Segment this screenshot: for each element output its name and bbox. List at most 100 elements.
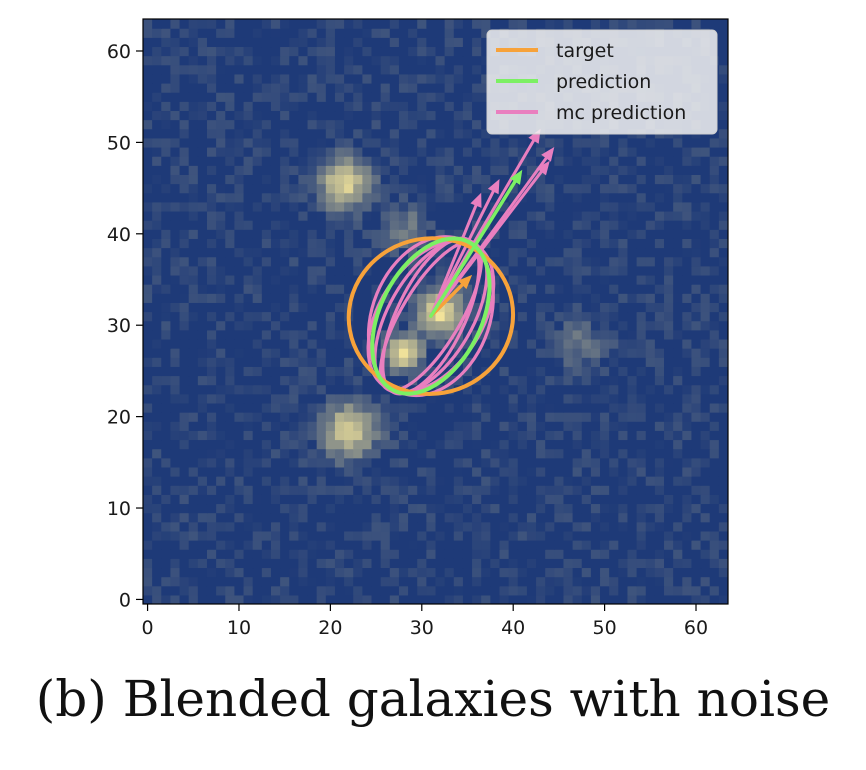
heatmap-cell bbox=[389, 302, 400, 313]
heatmap-cell bbox=[243, 165, 254, 175]
heatmap-cell bbox=[444, 494, 455, 505]
heatmap-cell bbox=[572, 366, 583, 377]
heatmap-cell bbox=[389, 156, 400, 166]
heatmap-cell bbox=[426, 293, 437, 303]
heatmap-cell bbox=[545, 210, 555, 221]
heatmap-cell bbox=[581, 540, 592, 550]
heatmap-cell bbox=[270, 576, 281, 587]
heatmap-cell bbox=[408, 302, 418, 313]
heatmap-cell bbox=[188, 521, 199, 532]
heatmap-cell bbox=[252, 594, 263, 604]
heatmap-cell bbox=[682, 210, 693, 221]
heatmap-cell bbox=[143, 293, 153, 303]
heatmap-cell bbox=[261, 110, 272, 121]
heatmap-cell bbox=[673, 338, 683, 349]
heatmap-cell bbox=[654, 247, 665, 258]
heatmap-cell bbox=[389, 393, 400, 404]
heatmap-cell bbox=[270, 558, 281, 569]
heatmap-cell bbox=[572, 247, 583, 258]
heatmap-cell bbox=[216, 585, 226, 596]
heatmap-cell bbox=[691, 220, 702, 230]
heatmap-cell bbox=[590, 137, 601, 148]
heatmap-cell bbox=[718, 466, 728, 477]
heatmap-cell bbox=[417, 430, 427, 441]
heatmap-cell bbox=[353, 576, 363, 587]
heatmap-cell bbox=[408, 494, 418, 505]
heatmap-cell bbox=[408, 110, 418, 121]
heatmap-cell bbox=[691, 558, 702, 569]
heatmap-cell bbox=[517, 540, 528, 550]
heatmap-cell bbox=[408, 393, 418, 404]
heatmap-cell bbox=[170, 567, 181, 578]
heatmap-cell bbox=[325, 73, 336, 84]
heatmap-cell bbox=[216, 101, 226, 112]
heatmap-cell bbox=[517, 375, 528, 386]
heatmap-cell bbox=[243, 430, 254, 441]
heatmap-cell bbox=[398, 521, 409, 532]
heatmap-cell bbox=[380, 558, 391, 569]
heatmap-cell bbox=[417, 393, 427, 404]
heatmap-cell bbox=[554, 137, 565, 148]
heatmap-cell bbox=[261, 384, 272, 395]
heatmap-cell bbox=[188, 256, 199, 267]
heatmap-cell bbox=[508, 466, 519, 477]
heatmap-cell bbox=[526, 412, 537, 422]
heatmap-cell bbox=[161, 494, 172, 505]
heatmap-cell bbox=[143, 128, 153, 139]
heatmap-cell bbox=[417, 293, 427, 303]
heatmap-cell bbox=[170, 238, 181, 249]
heatmap-cell bbox=[289, 165, 299, 175]
heatmap-cell bbox=[563, 19, 574, 29]
heatmap-cell bbox=[408, 101, 418, 112]
heatmap-cell bbox=[316, 558, 327, 569]
heatmap-cell bbox=[334, 64, 345, 75]
heatmap-cell bbox=[526, 165, 537, 175]
heatmap-cell bbox=[206, 375, 217, 386]
heatmap-cell bbox=[325, 476, 336, 486]
heatmap-cell bbox=[280, 229, 290, 239]
heatmap-cell bbox=[344, 274, 354, 285]
heatmap-cell bbox=[572, 412, 583, 422]
heatmap-cell bbox=[389, 137, 400, 148]
heatmap-cell bbox=[691, 494, 702, 505]
heatmap-cell bbox=[636, 375, 647, 386]
heatmap-cell bbox=[307, 329, 318, 340]
heatmap-cell bbox=[225, 457, 236, 468]
heatmap-cell bbox=[216, 311, 226, 322]
heatmap-cell bbox=[334, 73, 345, 84]
heatmap-cell bbox=[572, 402, 583, 413]
heatmap-cell bbox=[206, 55, 217, 66]
heatmap-cell bbox=[188, 530, 199, 541]
heatmap-cell bbox=[673, 274, 683, 285]
heatmap-cell bbox=[179, 201, 190, 212]
heatmap-cell bbox=[334, 82, 345, 93]
heatmap-cell bbox=[554, 146, 565, 157]
heatmap-cell bbox=[718, 238, 728, 249]
heatmap-cell bbox=[554, 402, 565, 413]
heatmap-cell bbox=[645, 494, 656, 505]
heatmap-cell bbox=[444, 165, 455, 175]
heatmap-cell bbox=[636, 576, 647, 587]
heatmap-cell bbox=[490, 530, 501, 541]
heatmap-cell bbox=[554, 293, 565, 303]
heatmap-cell bbox=[718, 220, 728, 230]
heatmap-cell bbox=[234, 156, 245, 166]
heatmap-cell bbox=[216, 19, 226, 29]
heatmap-cell bbox=[362, 549, 373, 559]
heatmap-cell bbox=[472, 476, 482, 486]
heatmap-cell bbox=[627, 274, 638, 285]
heatmap-cell bbox=[188, 247, 199, 258]
heatmap-cell bbox=[170, 165, 181, 175]
ellipse-overlay bbox=[346, 128, 555, 398]
heatmap-cell bbox=[216, 201, 226, 212]
heatmap-cell bbox=[600, 521, 610, 532]
heatmap-cell bbox=[225, 274, 236, 285]
heatmap-cell bbox=[334, 466, 345, 477]
heatmap-cell bbox=[216, 457, 226, 468]
heatmap-cell bbox=[197, 265, 208, 276]
heatmap-cell bbox=[170, 73, 181, 84]
heatmap-cell bbox=[654, 366, 665, 377]
heatmap-cell bbox=[645, 503, 656, 514]
heatmap-cell bbox=[581, 210, 592, 221]
heatmap-cell bbox=[334, 476, 345, 486]
